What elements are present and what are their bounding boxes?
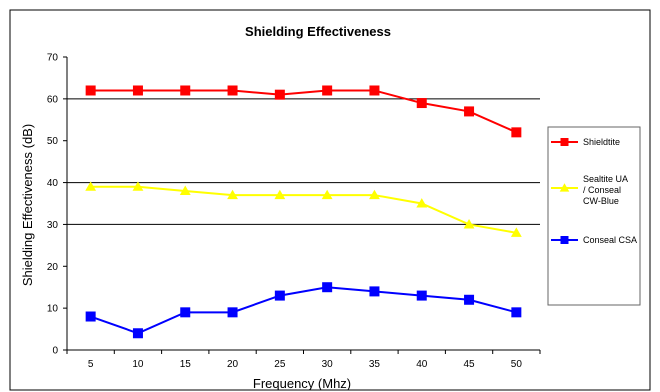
series-2-point — [180, 307, 191, 318]
plot-area: 0 10 20 30 40 50 60 70 5 10 15 20 25 30 35 40 45 50 — [47, 53, 541, 370]
y-tick-label: 30 — [47, 220, 59, 231]
series-1-point — [179, 185, 191, 195]
series-0-point — [274, 89, 285, 100]
series-0-point — [132, 85, 143, 96]
y-tick-label: 70 — [47, 53, 59, 64]
chart-title: Shielding Effectiveness — [245, 24, 391, 39]
y-tick-label: 10 — [47, 304, 59, 315]
legend-box — [547, 126, 641, 306]
series-2-point — [511, 307, 522, 318]
series-0-point — [511, 127, 522, 138]
series-0-point — [180, 85, 191, 96]
x-tick-label: 20 — [227, 359, 239, 370]
series-0-point — [369, 85, 380, 96]
legend-label-2: Conseal CSA — [583, 235, 637, 245]
series-0-point — [416, 98, 427, 109]
series-2-point — [227, 307, 238, 318]
series-0-point — [322, 85, 333, 96]
series-line-2 — [90, 286, 517, 335]
y-tick-label: 60 — [47, 94, 59, 105]
x-tick-label: 50 — [511, 359, 523, 370]
legend-marker-0 — [560, 138, 569, 146]
series-2-point — [132, 328, 143, 339]
y-tick-label: 40 — [47, 178, 59, 189]
x-tick-label: 5 — [88, 359, 94, 370]
series-1-point — [369, 189, 380, 200]
x-axis-label: Frequency (Mhz) — [253, 376, 351, 391]
series-line-0 — [90, 89, 517, 134]
y-axis-label: Shielding Effectiveness (dB) — [20, 124, 35, 286]
series-1-point — [132, 181, 144, 191]
series-0-point — [464, 106, 475, 117]
legend-label-1: Sealtite UA / Conseal CW-Blue — [583, 174, 628, 206]
legend-marker-1 — [559, 183, 570, 192]
series-2-point — [322, 282, 333, 293]
series-2-point — [274, 290, 285, 301]
series-2-point — [85, 311, 96, 322]
x-tick-label: 35 — [369, 359, 381, 370]
series-0-point — [227, 85, 238, 96]
series-0-point — [85, 85, 96, 96]
x-tick-label: 15 — [180, 359, 192, 370]
x-tick-label: 45 — [463, 359, 475, 370]
x-tick-label: 10 — [132, 359, 144, 370]
x-tick-label: 30 — [322, 359, 334, 370]
y-tick-label: 50 — [47, 136, 59, 147]
series-1-point — [274, 189, 286, 200]
y-tick-label: 0 — [52, 346, 58, 357]
x-tick-label: 25 — [274, 359, 286, 370]
series-2-point — [369, 286, 380, 297]
y-tick-label: 20 — [47, 262, 59, 273]
series-1-point — [416, 198, 428, 208]
series-1-point — [463, 219, 475, 229]
series-1-point — [227, 189, 238, 200]
series-line-1 — [90, 185, 517, 234]
x-tick-label: 40 — [416, 359, 428, 370]
legend-label-0: Shieldtite — [583, 137, 620, 147]
series-2-point — [416, 290, 427, 301]
legend-marker-2 — [560, 236, 569, 244]
legend: Shieldtite Sealtite UA / Conseal CW-Blue Con… — [551, 137, 637, 245]
series-1-point — [321, 189, 333, 200]
series-2-point — [464, 294, 475, 305]
series-1-point — [85, 181, 97, 191]
series-1-point — [510, 227, 522, 237]
